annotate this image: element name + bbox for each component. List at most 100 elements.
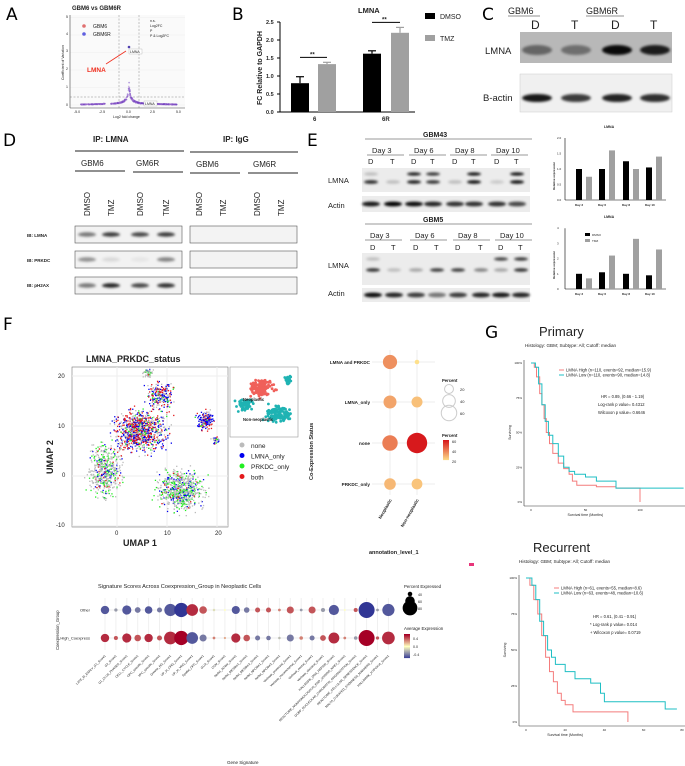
umap-point [163,497,165,499]
umap-point [156,394,158,396]
umap-point [167,496,170,499]
umap-point [134,415,136,417]
umap-point [166,488,169,490]
umap-point [120,421,122,423]
umap-point [146,439,148,441]
umap-point [126,439,128,442]
y-tick-label: 25% [511,684,517,688]
umap-point [187,475,189,477]
volcano-point [103,102,106,105]
umap-point [204,423,206,425]
umap-point [169,481,171,483]
umap-point [165,483,167,485]
umap-point [157,401,159,404]
umap-point [99,478,101,480]
umap-point [209,409,211,411]
umap-point [132,440,134,442]
umap-point [176,486,178,488]
umap-point [124,430,126,432]
umap-point [151,402,153,404]
umap-point [94,469,96,472]
umap-point [96,481,98,484]
chart-title: Signature Scores Across Coexpression_Gro… [98,584,261,590]
umap-point [122,415,124,417]
umap-point [132,434,134,436]
inset-point [257,392,261,395]
umap-point [146,444,148,446]
stat-label: Wilcoxon p value= 0.6646 [598,410,646,415]
umap-point [131,442,133,444]
umap-point [130,445,132,448]
y-axis-label: Relative expression [552,162,556,190]
blot-band [131,283,149,288]
umap-point [163,434,166,436]
umap-point [164,390,166,392]
umap-point [198,482,200,484]
umap-point [153,441,155,443]
umap-point [125,415,127,417]
umap-point [133,421,135,423]
umap-point [153,439,155,441]
umap-point [138,412,141,414]
umap-point [138,430,141,432]
dot-high-coexpress [299,636,303,640]
umap-point [101,445,103,447]
umap-point [182,473,184,475]
umap-point [150,372,153,374]
umap-point [154,389,156,391]
umap-point [96,463,99,465]
umap-point [187,480,190,482]
umap-point [180,491,182,493]
bar-dmso [599,272,605,289]
umap-point [145,434,148,436]
umap-point [197,425,199,427]
umap-point [187,487,189,489]
umap-point [93,456,96,458]
x-axis-label: Survival time (Months) [568,513,604,517]
umap-point [211,420,213,422]
inset-point [270,387,274,391]
umap-point [124,441,126,443]
umap-point [164,489,166,491]
umap-point [155,427,158,430]
umap-point [188,485,190,488]
umap-point [185,489,187,491]
row-label: IB: PRKDC [27,258,51,263]
umap-point [182,503,184,505]
umap-point [195,478,197,481]
volcano-point [174,103,177,106]
umap-point [127,430,130,432]
umap-point [108,486,110,488]
umap-point [208,423,210,425]
umap-point [187,476,189,479]
umap-point [192,474,194,476]
umap-point [164,484,166,486]
umap-point [213,442,215,445]
umap-point [165,386,168,389]
blot-band [465,201,483,207]
umap-point [95,469,97,472]
umap-point [105,467,108,470]
x-tick-label: Day 8 [622,203,630,207]
cell-label: GBM6 [196,160,219,169]
umap-point [93,475,95,477]
umap-point [156,400,158,402]
umap-point [138,419,140,421]
umap-point [114,467,116,469]
umap-point [172,492,174,494]
umap-point [204,420,206,422]
umap-point [187,507,190,509]
umap-point [144,440,146,443]
umap-point [154,418,157,420]
umap-point [202,422,204,425]
x-tick: 0.0 [126,110,131,114]
umap-point [182,501,184,503]
umap-point [131,429,134,431]
umap-point [143,417,145,419]
color-legend-step [404,645,410,647]
umap-point [161,390,163,392]
umap-point [190,492,192,495]
legend-swatch-prkdc_only [239,463,245,469]
dot-other [164,603,177,617]
umap-point [131,422,133,424]
